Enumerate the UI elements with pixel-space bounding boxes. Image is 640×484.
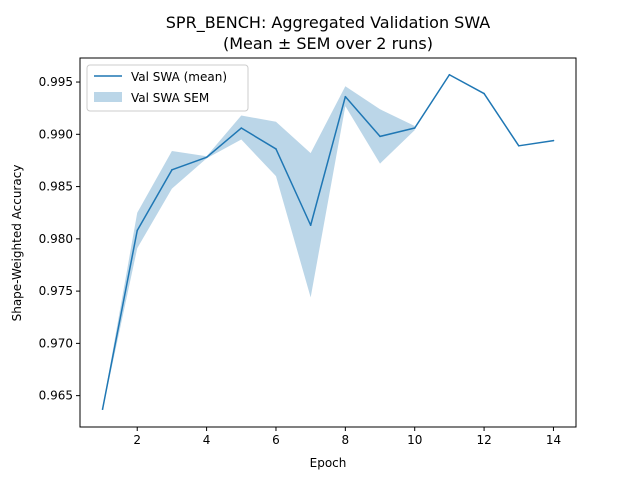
y-tick-label: 0.985 <box>39 180 73 194</box>
legend-label-mean: Val SWA (mean) <box>131 70 227 84</box>
mean-line-point <box>136 229 139 232</box>
y-tick-label: 0.980 <box>39 232 73 246</box>
chart-title: SPR_BENCH: Aggregated Validation SWA <box>166 13 491 33</box>
y-tick-label: 0.990 <box>39 127 73 141</box>
mean-line-point <box>552 139 555 142</box>
x-tick-label: 8 <box>342 433 350 447</box>
x-tick-label: 14 <box>546 433 561 447</box>
mean-line-point <box>517 145 520 147</box>
chart-subtitle: (Mean ± SEM over 2 runs) <box>223 34 433 53</box>
y-tick-label: 0.965 <box>39 389 73 403</box>
legend-label-sem: Val SWA SEM <box>131 91 209 105</box>
mean-line-point <box>413 127 416 129</box>
x-tick-label: 10 <box>407 433 422 447</box>
x-tick-label: 12 <box>476 433 491 447</box>
x-tick-label: 6 <box>272 433 280 447</box>
mean-line <box>101 73 554 410</box>
y-axis-ticks: 0.965 0.970 0.975 0.980 0.985 0.990 0.995 <box>39 75 80 403</box>
plot-frame <box>79 57 577 428</box>
x-tick-label: 2 <box>133 433 141 447</box>
mean-line-point <box>483 92 485 95</box>
mean-line-point <box>309 224 312 227</box>
mean-line-point <box>379 135 381 138</box>
legend-box <box>86 64 249 112</box>
y-tick-label: 0.995 <box>39 75 73 89</box>
mean-line-point <box>205 156 208 159</box>
legend: Val SWA (mean) Val SWA SEM <box>86 64 249 112</box>
y-axis-label: Shape-Weighted Accuracy <box>10 165 24 322</box>
mean-line-point <box>171 169 173 171</box>
x-axis-ticks: 2 4 6 8 10 12 14 <box>133 427 561 447</box>
y-tick-label: 0.975 <box>39 284 73 298</box>
y-tick-label: 0.970 <box>39 336 73 350</box>
mean-line-point <box>101 408 104 411</box>
mean-line-point <box>344 95 347 98</box>
mean-line-point <box>448 73 451 76</box>
legend-band-swatch <box>94 92 122 102</box>
mean-line-point <box>275 148 277 150</box>
x-axis-label: Epoch <box>310 456 347 470</box>
mean-line-layer <box>101 73 555 411</box>
x-tick-label: 4 <box>203 433 211 447</box>
mean-line-point <box>240 127 243 129</box>
